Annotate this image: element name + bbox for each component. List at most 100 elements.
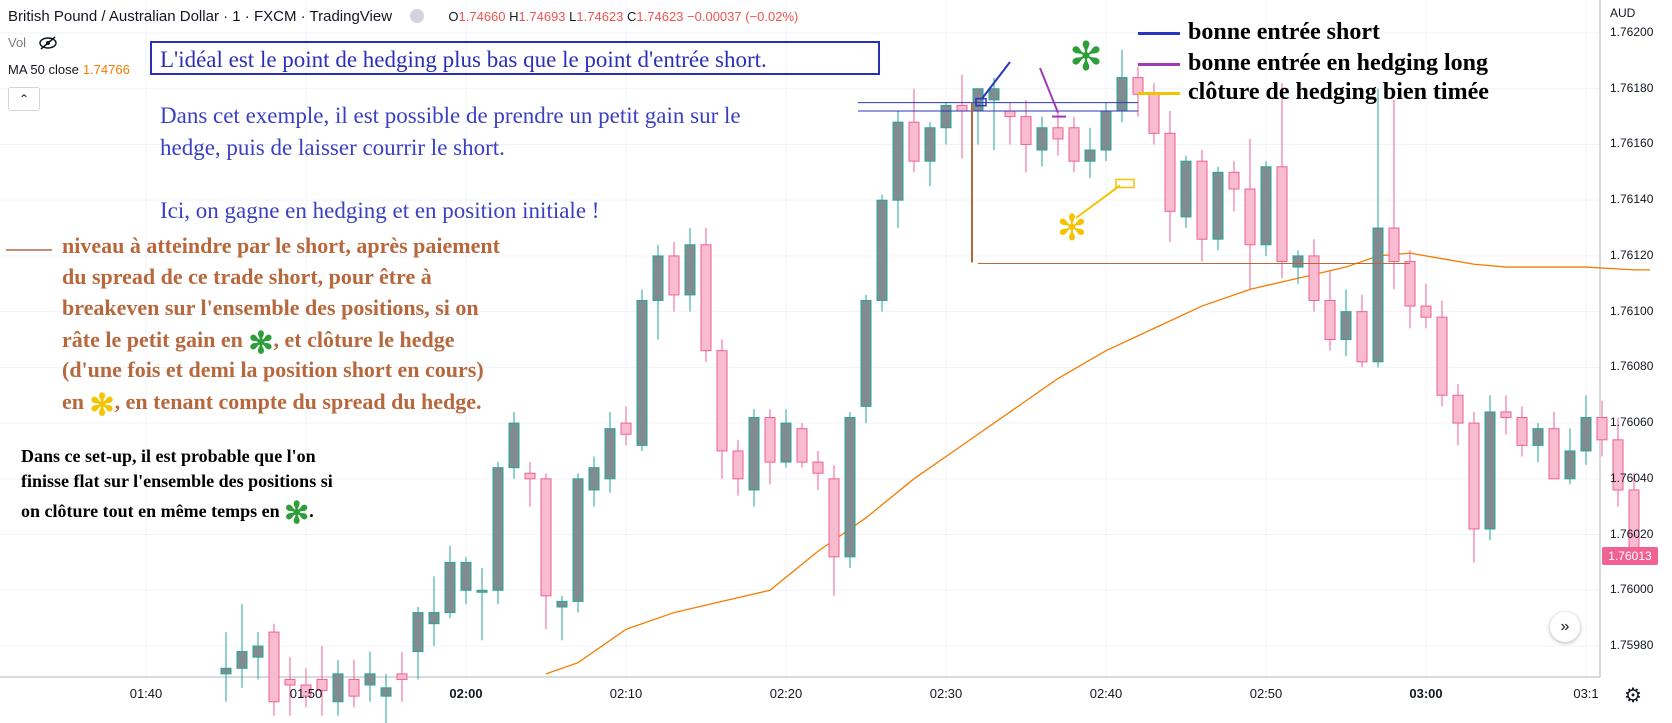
candle-body bbox=[956, 104, 968, 112]
annotation-brown-2: du spread de ce trade short, pour être à bbox=[62, 264, 432, 289]
annotation-brown-1: niveau à atteindre par le short, après p… bbox=[62, 233, 500, 258]
candle-body bbox=[796, 428, 808, 463]
chevron-up-icon[interactable]: ⌃ bbox=[8, 87, 40, 111]
annotation-blue-1: Dans cet exemple, il est possible de pre… bbox=[160, 103, 741, 128]
chart-header: British Pound / Australian Dollar · 1 · … bbox=[8, 8, 798, 25]
candle-body bbox=[1084, 149, 1096, 162]
annotation-blue-3: Ici, on gagne en hedging et en position … bbox=[160, 198, 600, 223]
last-price-badge: 1.76013 bbox=[1602, 547, 1658, 565]
annotation-blue-2: hedge, puis de laisser courrir le short. bbox=[160, 135, 505, 160]
candle-body bbox=[780, 422, 792, 463]
price-tick-label: 1.76040 bbox=[1610, 470, 1654, 485]
candle-body bbox=[1420, 305, 1432, 318]
legend-entry-short: bonne entrée short bbox=[1138, 19, 1380, 46]
annotation-brown-5: (d'une fois et demi la position short en… bbox=[62, 357, 484, 382]
candle-body bbox=[1244, 188, 1256, 246]
price-tick-label: 1.76000 bbox=[1610, 582, 1654, 597]
hedge-long-pointer bbox=[1039, 67, 1059, 113]
candle-body bbox=[940, 104, 952, 129]
candle-body bbox=[860, 299, 872, 407]
time-tick-label: 01:50 bbox=[289, 686, 323, 701]
candle-body bbox=[716, 350, 728, 452]
price-tick-label: 1.75980 bbox=[1610, 638, 1654, 652]
candle-body bbox=[1372, 227, 1384, 363]
candle-body bbox=[1276, 166, 1288, 262]
candle-body bbox=[636, 299, 648, 446]
candle-body bbox=[508, 422, 520, 469]
candle-body bbox=[252, 645, 264, 658]
entry-short-marker bbox=[975, 97, 987, 107]
yellow-asterisk-icon: ✻ bbox=[89, 389, 115, 422]
entry-short-pointer bbox=[981, 61, 1011, 100]
candle-body bbox=[1052, 127, 1064, 140]
candle-body bbox=[1308, 255, 1320, 301]
candle-body bbox=[1532, 428, 1544, 446]
price-tick-label: 1.76200 bbox=[1610, 25, 1654, 39]
candle-body bbox=[1436, 316, 1448, 396]
candle-body bbox=[1612, 439, 1624, 491]
candle-body bbox=[476, 589, 488, 593]
candle-body bbox=[700, 244, 712, 352]
candle-body bbox=[588, 467, 600, 491]
candle-body bbox=[1452, 394, 1464, 424]
candle-body bbox=[604, 428, 616, 480]
candle-body bbox=[1228, 171, 1240, 190]
double-chevron-right-icon[interactable]: » bbox=[1550, 612, 1580, 642]
hedge-close-pointer bbox=[1075, 184, 1121, 219]
time-tick-label: 02:30 bbox=[929, 686, 963, 701]
time-tick-label: 01:40 bbox=[129, 686, 163, 701]
candle-body bbox=[1020, 116, 1032, 145]
time-tick-label: 02:00 bbox=[449, 686, 483, 701]
price-tick-label: 1.76180 bbox=[1610, 80, 1654, 95]
candle-body bbox=[572, 478, 584, 602]
candle-body bbox=[492, 467, 504, 591]
candle-body bbox=[460, 561, 472, 591]
candle-body bbox=[812, 461, 824, 474]
candle-body bbox=[316, 678, 328, 692]
candle-body bbox=[428, 612, 440, 625]
candle-body bbox=[1484, 411, 1496, 530]
candle-body bbox=[988, 88, 1000, 101]
candle-body bbox=[620, 422, 632, 435]
currency-selector[interactable]: AUD bbox=[1610, 6, 1636, 20]
candle-body bbox=[748, 417, 760, 491]
candle-body bbox=[684, 244, 696, 296]
green-asterisk-icon: ✻ bbox=[1069, 34, 1103, 80]
candle-body bbox=[844, 417, 856, 558]
candle-body bbox=[1164, 132, 1176, 212]
candle-body bbox=[1292, 255, 1304, 268]
volume-indicator[interactable]: Vol bbox=[8, 35, 58, 50]
time-tick-label: 03:1 bbox=[1573, 686, 1599, 701]
annotation-black-1: Dans ce set-up, il est probable que l'on bbox=[21, 446, 316, 466]
annotation-brown-4: râte le petit gain en ✻, et clôture le h… bbox=[62, 327, 455, 360]
candle-body bbox=[540, 478, 552, 597]
candle-body bbox=[300, 684, 312, 697]
symbol-title[interactable]: British Pound / Australian Dollar · 1 · … bbox=[8, 8, 393, 25]
price-tick-label: 1.76020 bbox=[1610, 526, 1654, 541]
candle-body bbox=[412, 612, 424, 653]
candle-body bbox=[1004, 110, 1016, 118]
time-tick-label: 02:20 bbox=[769, 686, 803, 701]
price-tick-label: 1.76080 bbox=[1610, 359, 1654, 374]
candle-body bbox=[1116, 77, 1128, 112]
legend-entry-hedge-close: clôture de hedging bien timée bbox=[1138, 79, 1489, 106]
candle-body bbox=[1516, 417, 1528, 446]
candle-body bbox=[1196, 160, 1208, 240]
candle-body bbox=[348, 678, 360, 697]
candle-body bbox=[396, 673, 408, 680]
candle-body bbox=[1036, 127, 1048, 151]
candle-body bbox=[924, 127, 936, 162]
ma-indicator[interactable]: MA 50 close 1.74766 bbox=[8, 62, 130, 77]
legend-entry-hedge-long: bonne entrée en hedging long bbox=[1138, 50, 1488, 77]
legend-swatch-yellow bbox=[1138, 91, 1180, 95]
candle-body bbox=[1180, 160, 1192, 218]
eye-hidden-icon[interactable] bbox=[38, 36, 58, 50]
gear-icon[interactable]: ⚙ bbox=[1624, 685, 1642, 707]
candle-body bbox=[1212, 171, 1224, 240]
candle-body bbox=[1500, 411, 1512, 419]
green-asterisk-icon: ✻ bbox=[284, 497, 310, 530]
candle-body bbox=[284, 678, 296, 686]
annotation-black-3: on clôture tout en même temps en ✻. bbox=[21, 497, 314, 530]
candle-body bbox=[764, 417, 776, 463]
